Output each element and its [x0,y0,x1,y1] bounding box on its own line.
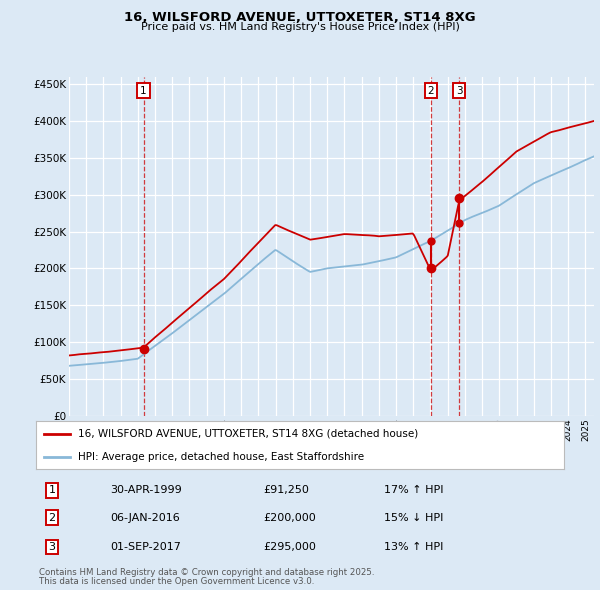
Text: £91,250: £91,250 [263,486,309,495]
Text: 13% ↑ HPI: 13% ↑ HPI [385,542,444,552]
Text: 3: 3 [49,542,55,552]
Text: 2: 2 [48,513,55,523]
Text: Price paid vs. HM Land Registry's House Price Index (HPI): Price paid vs. HM Land Registry's House … [140,22,460,32]
Text: This data is licensed under the Open Government Licence v3.0.: This data is licensed under the Open Gov… [39,577,314,586]
Text: 3: 3 [456,86,463,96]
Text: 15% ↓ HPI: 15% ↓ HPI [385,513,444,523]
Text: 1: 1 [140,86,147,96]
Text: 17% ↑ HPI: 17% ↑ HPI [385,486,444,495]
Text: 30-APR-1999: 30-APR-1999 [110,486,182,495]
Text: 1: 1 [49,486,55,495]
Text: HPI: Average price, detached house, East Staffordshire: HPI: Average price, detached house, East… [78,452,364,462]
Text: 01-SEP-2017: 01-SEP-2017 [110,542,181,552]
Text: 16, WILSFORD AVENUE, UTTOXETER, ST14 8XG (detached house): 16, WILSFORD AVENUE, UTTOXETER, ST14 8XG… [78,429,418,439]
Text: 16, WILSFORD AVENUE, UTTOXETER, ST14 8XG: 16, WILSFORD AVENUE, UTTOXETER, ST14 8XG [124,11,476,24]
Text: 06-JAN-2016: 06-JAN-2016 [110,513,179,523]
Text: 2: 2 [428,86,434,96]
Text: £200,000: £200,000 [263,513,316,523]
Text: Contains HM Land Registry data © Crown copyright and database right 2025.: Contains HM Land Registry data © Crown c… [39,568,374,576]
Text: £295,000: £295,000 [263,542,316,552]
